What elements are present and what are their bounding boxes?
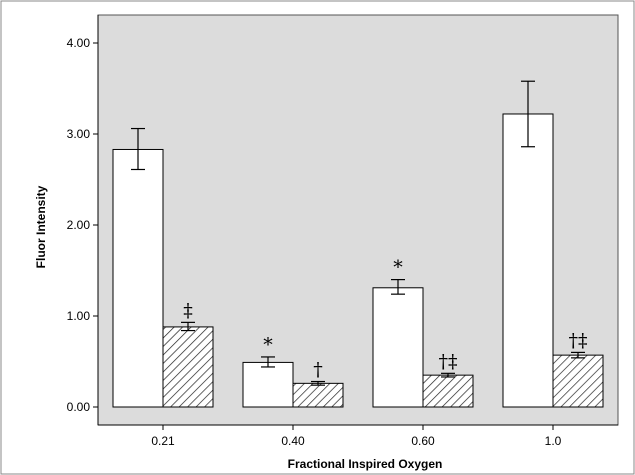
significance-marker: †‡ bbox=[439, 350, 458, 372]
bar-white bbox=[502, 113, 554, 408]
y-tick-label: 1.00 bbox=[67, 309, 91, 323]
y-tick-label: 3.00 bbox=[67, 127, 91, 141]
x-axis: 0.21 0.40 0.60 1.0 bbox=[98, 424, 618, 448]
y-axis: 0.00 1.00 2.00 3.00 4.00 bbox=[67, 15, 99, 425]
significance-marker: * bbox=[393, 257, 403, 279]
y-tick-label: 0.00 bbox=[67, 400, 91, 414]
bar-hatched bbox=[552, 354, 604, 408]
significance-marker: † bbox=[313, 359, 323, 381]
bar-white bbox=[242, 361, 294, 408]
bars: ‡ * † * †‡ †‡ bbox=[112, 80, 604, 408]
y-tick-label: 2.00 bbox=[67, 218, 91, 232]
significance-marker: †‡ bbox=[569, 329, 588, 351]
significance-marker: * bbox=[263, 334, 273, 356]
bar-hatched bbox=[422, 374, 474, 408]
y-axis-title: Fluor Intensity bbox=[34, 185, 48, 268]
x-axis-title: Fractional Inspired Oxygen bbox=[288, 457, 443, 471]
x-tick-label: 0.40 bbox=[281, 434, 305, 448]
bar-hatched bbox=[162, 326, 214, 408]
x-tick-label: 0.21 bbox=[151, 434, 175, 448]
significance-marker: ‡ bbox=[183, 299, 193, 321]
bar-hatched bbox=[292, 382, 344, 408]
bar-white bbox=[112, 148, 164, 408]
x-tick-label: 1.0 bbox=[545, 434, 562, 448]
x-tick-label: 0.60 bbox=[411, 434, 435, 448]
bar-white bbox=[372, 287, 424, 408]
y-tick-label: 4.00 bbox=[67, 36, 91, 50]
